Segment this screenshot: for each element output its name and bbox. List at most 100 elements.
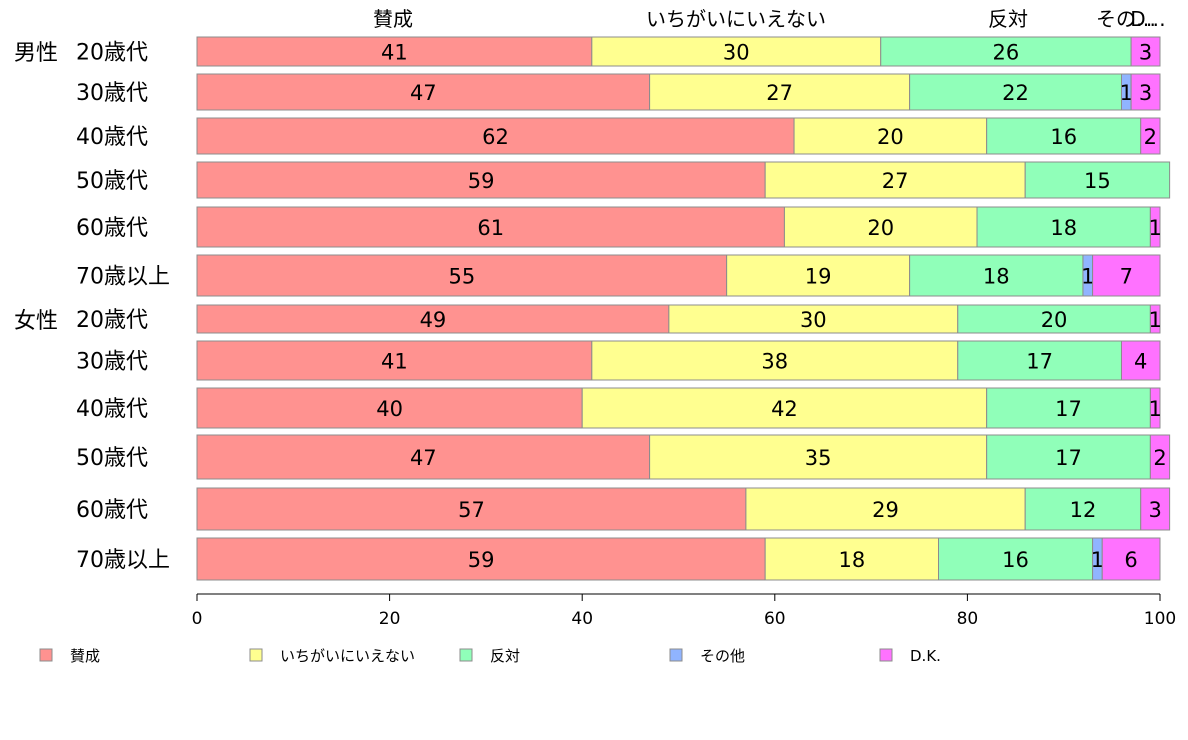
data-label: 59 xyxy=(468,548,495,572)
data-label: 30 xyxy=(800,308,827,332)
data-label: 3 xyxy=(1139,81,1152,105)
category-label: 50歳代 xyxy=(76,169,148,194)
data-label: 26 xyxy=(993,41,1020,65)
bar-segment xyxy=(1101,537,1161,581)
data-label: 17 xyxy=(1055,397,1082,421)
category-label: 70歳以上 xyxy=(76,265,170,290)
bar-segment xyxy=(196,487,747,531)
legend-label: いちがいにいえない xyxy=(280,647,415,665)
category-label: 40歳代 xyxy=(76,125,148,150)
bar-segment xyxy=(1149,304,1161,334)
bar-segment xyxy=(196,434,651,480)
bar-segment xyxy=(1149,434,1171,480)
data-label: 16 xyxy=(1050,125,1077,149)
top-series-label: 賛成 xyxy=(373,7,413,31)
bar-segment xyxy=(1024,161,1171,199)
x-tick-label: 0 xyxy=(192,609,203,629)
bar-segment xyxy=(986,434,1151,480)
data-label: 17 xyxy=(1055,446,1082,470)
bar-segment xyxy=(1130,36,1161,67)
data-label: 18 xyxy=(1050,216,1077,240)
legend-label: その他 xyxy=(700,647,745,665)
bar-segment xyxy=(196,161,766,199)
top-series-label: 反対 xyxy=(988,7,1028,31)
bar-segment xyxy=(1130,73,1161,111)
bar-segment xyxy=(196,36,593,67)
legend-swatch xyxy=(879,648,893,662)
top-series-label: いちがいにいえない xyxy=(646,7,826,31)
data-label: 20 xyxy=(877,125,904,149)
data-label: 2 xyxy=(1153,446,1166,470)
bar-segment xyxy=(649,434,988,480)
bar-segment xyxy=(726,254,911,297)
bar-segment xyxy=(1120,340,1161,381)
category-label: 50歳代 xyxy=(76,446,148,471)
bar-segment xyxy=(793,117,988,155)
category-label: 40歳代 xyxy=(76,397,148,422)
bar-segment xyxy=(1140,117,1161,155)
bar-segment xyxy=(909,254,1084,297)
data-label: 20 xyxy=(867,216,894,240)
data-label: 16 xyxy=(1002,548,1029,572)
data-label: 30 xyxy=(723,41,750,65)
data-label: 47 xyxy=(410,81,437,105)
data-label: 19 xyxy=(805,265,832,289)
data-label: 20 xyxy=(1041,308,1068,332)
bar-segment xyxy=(196,537,766,581)
data-label: 12 xyxy=(1070,498,1097,522)
top-series-label: D… xyxy=(1130,7,1165,31)
data-label: 1 xyxy=(1081,265,1094,289)
bar-segment xyxy=(1140,487,1171,531)
bar-segment xyxy=(1149,206,1161,248)
data-label: 3 xyxy=(1139,41,1152,65)
data-label: 7 xyxy=(1120,265,1133,289)
legend-swatch xyxy=(669,648,683,662)
data-label: 22 xyxy=(1002,81,1029,105)
data-label: 49 xyxy=(420,308,447,332)
bar-segment xyxy=(649,73,911,111)
legend-swatch xyxy=(459,648,473,662)
data-label: 62 xyxy=(482,125,509,149)
data-label: 27 xyxy=(882,169,909,193)
bar-segment xyxy=(986,117,1142,155)
bar-segment xyxy=(957,340,1122,381)
bar-segment xyxy=(581,387,988,429)
bar-segment xyxy=(880,36,1132,67)
bar-segment xyxy=(196,117,795,155)
x-tick-label: 40 xyxy=(571,609,593,629)
data-label: 1 xyxy=(1148,397,1161,421)
data-label: 2 xyxy=(1144,125,1157,149)
bar-segment xyxy=(1092,254,1161,297)
data-label: 47 xyxy=(410,446,437,470)
group-label: 女性 xyxy=(14,309,58,334)
bar-segment xyxy=(196,73,651,111)
bar-segment xyxy=(591,36,882,67)
data-label: 17 xyxy=(1026,350,1053,374)
data-label: 18 xyxy=(838,548,865,572)
category-label: 60歳代 xyxy=(76,498,148,523)
legend-label: 反対 xyxy=(490,647,520,665)
bar-segment xyxy=(196,206,785,248)
category-label: 20歳代 xyxy=(76,308,148,333)
bar-segment xyxy=(783,206,978,248)
bar-segment xyxy=(668,304,959,334)
data-label: 55 xyxy=(448,265,475,289)
bar-segment xyxy=(909,73,1122,111)
category-label: 70歳以上 xyxy=(76,548,170,573)
x-tick-label: 100 xyxy=(1144,609,1176,629)
data-label: 38 xyxy=(761,350,788,374)
legend-label: 賛成 xyxy=(70,647,100,665)
data-label: 41 xyxy=(381,41,408,65)
data-label: 3 xyxy=(1148,498,1161,522)
x-tick-label: 60 xyxy=(764,609,786,629)
bar-segment xyxy=(764,537,940,581)
bar-segment xyxy=(196,254,728,297)
data-label: 1 xyxy=(1091,548,1104,572)
data-label: 15 xyxy=(1084,169,1111,193)
data-label: 6 xyxy=(1124,548,1137,572)
bar-segment xyxy=(976,206,1151,248)
data-label: 59 xyxy=(468,169,495,193)
data-label: 42 xyxy=(771,397,798,421)
